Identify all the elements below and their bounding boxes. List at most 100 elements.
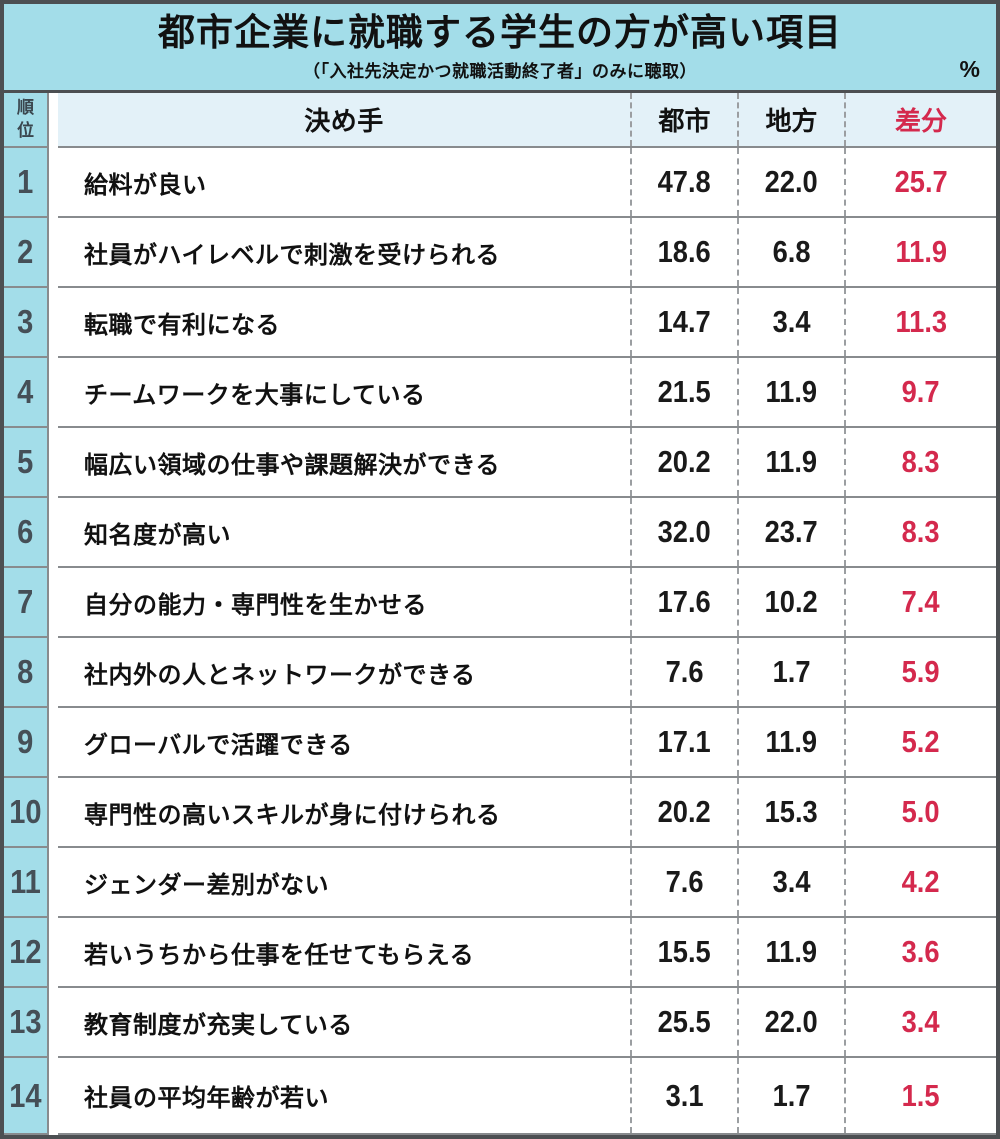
diff-value-value: 5.0 (902, 794, 940, 829)
rank-value: 1 (17, 163, 34, 200)
rural-value: 11.9 (737, 918, 844, 986)
rank-cell: 9 (4, 708, 49, 778)
urban-value-value: 3.1 (665, 1077, 704, 1113)
diff-value: 25.7 (844, 148, 996, 216)
urban-value: 21.5 (630, 358, 737, 426)
urban-value-value: 7.6 (665, 864, 704, 899)
urban-value: 18.6 (630, 218, 737, 286)
column-gap (49, 1058, 58, 1135)
table-row: 社員がハイレベルで刺激を受けられる 18.6 6.8 11.9 (58, 218, 996, 288)
diff-value: 5.2 (844, 708, 996, 776)
rural-value-value: 10.2 (764, 584, 819, 619)
page-subtitle: （「入社先決定かつ就職活動終了者」のみに聴取） (303, 61, 697, 81)
factor-label: 幅広い領域の仕事や課題解決ができる (84, 451, 501, 479)
factor-label: 専門性の高いスキルが身に付けられる (84, 801, 501, 829)
rank-value: 4 (17, 373, 34, 410)
column-gap (49, 358, 58, 428)
rural-value: 3.4 (737, 288, 844, 356)
column-gap (49, 848, 58, 918)
factor-label: 転職で有利になる (84, 311, 280, 339)
column-gap (49, 428, 58, 498)
diff-value-value: 8.3 (902, 444, 940, 479)
rural-value-value: 11.9 (765, 374, 818, 409)
rural-value: 10.2 (737, 568, 844, 636)
column-gap (49, 498, 58, 568)
factor-label: 社員がハイレベルで刺激を受けられる (84, 241, 501, 269)
rural-value: 1.7 (737, 1058, 844, 1133)
diff-value-value: 9.7 (902, 374, 940, 409)
rank-cell: 14 (4, 1058, 49, 1135)
factor-label: 知名度が高い (84, 521, 231, 549)
rural-value-value: 15.3 (764, 794, 819, 829)
urban-value-value: 14.7 (657, 304, 712, 339)
diff-value-value: 4.2 (902, 864, 940, 899)
diff-value-value: 3.6 (902, 934, 940, 969)
factor-label: 教育制度が充実している (84, 1011, 353, 1039)
rank-value: 6 (17, 513, 34, 550)
factor-label: 若いうちから仕事を任せてもらえる (84, 941, 475, 969)
diff-value-value: 5.9 (902, 654, 940, 689)
rank-column-header: 順位 (4, 93, 49, 148)
urban-value: 7.6 (630, 848, 737, 916)
table-row: 社員の平均年齢が若い 3.1 1.7 1.5 (58, 1058, 996, 1135)
table-row: 幅広い領域の仕事や課題解決ができる 20.2 11.9 8.3 (58, 428, 996, 498)
table-row: 知名度が高い 32.0 23.7 8.3 (58, 498, 996, 568)
rural-value-value: 1.7 (772, 1077, 811, 1113)
urban-value: 3.1 (630, 1058, 737, 1133)
rural-value: 6.8 (737, 218, 844, 286)
factor-label: 社内外の人とネットワークができる (84, 661, 476, 689)
table-row: 専門性の高いスキルが身に付けられる 20.2 15.3 5.0 (58, 778, 996, 848)
rural-value-value: 11.9 (765, 934, 818, 969)
factor-label: ジェンダー差別がない (84, 871, 329, 899)
unit-label: % (959, 56, 980, 82)
rank-value: 5 (17, 443, 34, 480)
rural-value: 3.4 (737, 848, 844, 916)
diff-value: 11.9 (844, 218, 996, 286)
urban-value-value: 15.5 (657, 934, 712, 969)
diff-value-value: 1.5 (902, 1077, 940, 1113)
urban-value: 15.5 (630, 918, 737, 986)
urban-value: 25.5 (630, 988, 737, 1056)
diff-value-value: 11.3 (895, 304, 947, 339)
rank-value: 7 (17, 583, 34, 620)
rural-value: 23.7 (737, 498, 844, 566)
table-row: 自分の能力・専門性を生かせる 17.6 10.2 7.4 (58, 568, 996, 638)
diff-value: 1.5 (844, 1058, 996, 1133)
urban-value-value: 7.6 (665, 654, 704, 689)
urban-value-value: 18.6 (657, 234, 712, 269)
rural-value-value: 11.9 (765, 724, 818, 759)
diff-value: 8.3 (844, 498, 996, 566)
rank-cell: 4 (4, 358, 49, 428)
urban-value: 20.2 (630, 778, 737, 846)
rank-value: 13 (9, 1003, 42, 1040)
table-header-row: 決め手 都市 地方 差分 (58, 93, 996, 148)
diff-value-value: 11.9 (895, 234, 947, 269)
urban-value: 20.2 (630, 428, 737, 496)
table-row: チームワークを大事にしている 21.5 11.9 9.7 (58, 358, 996, 428)
rank-value: 9 (17, 723, 34, 760)
factor-label: 社員の平均年齢が若い (84, 1085, 329, 1112)
column-gap (49, 218, 58, 288)
rural-column-header: 地方 (737, 93, 844, 146)
urban-value-value: 20.2 (657, 794, 712, 829)
rank-value: 8 (17, 653, 34, 690)
urban-value: 7.6 (630, 638, 737, 706)
urban-value-value: 32.0 (657, 514, 712, 549)
rural-value: 15.3 (737, 778, 844, 846)
diff-value-value: 25.7 (894, 164, 948, 199)
rank-cell: 10 (4, 778, 49, 848)
rank-cell: 11 (4, 848, 49, 918)
urban-value-value: 47.8 (657, 164, 712, 199)
rural-value-value: 6.8 (772, 234, 811, 269)
title-band: 都市企業に就職する学生の方が高い項目 （「入社先決定かつ就職活動終了者」のみに聴… (4, 4, 996, 93)
column-gap (49, 288, 58, 358)
urban-value: 14.7 (630, 288, 737, 356)
rank-value: 14 (9, 1076, 42, 1114)
table-row: ジェンダー差別がない 7.6 3.4 4.2 (58, 848, 996, 918)
diff-value-value: 7.4 (902, 584, 940, 619)
rank-value: 11 (10, 863, 41, 900)
rank-value: 12 (9, 933, 42, 970)
factor-label: チームワークを大事にしている (84, 381, 426, 409)
diff-value: 4.2 (844, 848, 996, 916)
